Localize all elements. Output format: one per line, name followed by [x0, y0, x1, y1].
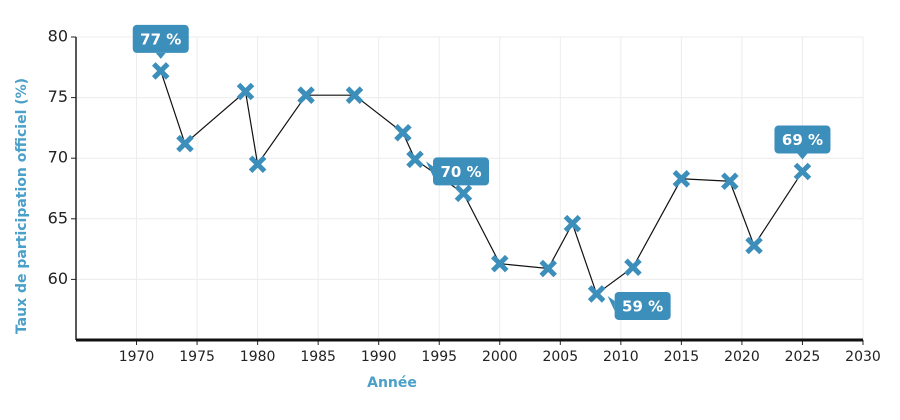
marker: [563, 214, 582, 233]
x-tick-label: 2005: [542, 349, 578, 365]
marker: [454, 184, 473, 203]
x-tick-label: 2025: [785, 349, 821, 365]
annotation-pointer: [155, 52, 166, 59]
x-tick-label: 2030: [845, 349, 881, 365]
marker: [539, 259, 557, 278]
marker: [721, 172, 739, 190]
annotation-pointer: [607, 295, 615, 311]
data-label: 77 %: [140, 30, 181, 48]
marker: [248, 155, 267, 174]
marker: [345, 86, 364, 104]
marker: [624, 258, 642, 277]
annotation-box: [774, 125, 831, 154]
annotation: 59 %: [607, 291, 671, 320]
marker: [587, 285, 606, 303]
x-tick-label: 1985: [300, 349, 336, 365]
annotation-box: [433, 157, 490, 186]
marker: [793, 162, 812, 181]
y-tick-label: 75: [48, 87, 68, 106]
y-tick-label: 60: [48, 269, 68, 288]
marker: [236, 82, 255, 101]
x-tick-label: 2010: [603, 349, 639, 365]
y-tick-label: 80: [48, 27, 68, 46]
y-tick-label: 70: [48, 148, 68, 167]
annotation-box: [614, 291, 671, 320]
x-tick-label: 1975: [179, 349, 215, 365]
annotation: 77 %: [132, 24, 189, 59]
x-tick-label: 1995: [421, 349, 457, 365]
data-label: 69 %: [782, 131, 823, 149]
annotation: 70 %: [426, 157, 490, 186]
x-tick-label: 1980: [240, 349, 276, 365]
x-tick-label: 1970: [119, 349, 155, 365]
x-tick-label: 1990: [361, 349, 397, 365]
annotation-pointer: [426, 161, 434, 177]
marker: [745, 236, 763, 255]
y-tick-label: 65: [48, 208, 68, 227]
annotation-pointer: [797, 153, 808, 160]
data-label: 70 %: [440, 163, 481, 181]
marker: [406, 150, 424, 169]
x-tick-label: 2020: [724, 349, 760, 365]
x-axis-label: Année: [367, 375, 417, 391]
marker: [491, 254, 509, 273]
marker: [297, 86, 315, 104]
x-tick-label: 2000: [482, 349, 518, 365]
annotation-box: [132, 24, 189, 53]
marker: [176, 134, 194, 153]
annotation: 69 %: [774, 125, 831, 160]
series-line: [160, 70, 803, 295]
marker: [672, 170, 691, 188]
marker: [151, 62, 170, 80]
marker: [394, 123, 412, 142]
data-label: 59 %: [622, 297, 663, 315]
x-tick-label: 2015: [664, 349, 700, 365]
y-axis-label: Taux de participation officiel (%): [14, 78, 30, 334]
